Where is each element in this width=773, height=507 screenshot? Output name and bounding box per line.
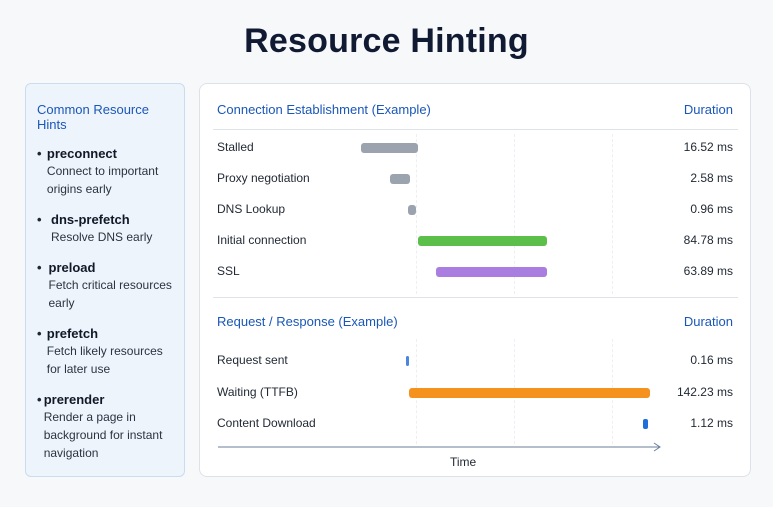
bullet-icon: • [37, 212, 42, 227]
connection-duration-header: Duration [683, 102, 733, 117]
timing-duration: 2.58 ms [690, 171, 733, 185]
time-axis [218, 442, 661, 452]
timing-duration: 1.12 ms [690, 416, 733, 430]
hint-description: Fetch critical resources early [48, 278, 172, 310]
timing-bar [643, 419, 649, 429]
hint-item: • dns-prefetch Resolve DNS early [37, 211, 174, 246]
timing-row: DNS Lookup 0.96 ms [217, 201, 733, 219]
hint-name: dns-prefetch [51, 212, 130, 227]
hint-name: preconnect [46, 146, 117, 161]
page-title: Resource Hinting [244, 22, 529, 60]
timing-bar [361, 143, 419, 153]
bullet-icon: • [37, 326, 42, 341]
timing-label: Request sent [217, 353, 288, 367]
hint-item: • prerender Render a page in background fo… [37, 391, 174, 462]
gridline [513, 134, 515, 294]
gridline [415, 134, 417, 294]
bullet-icon: • [37, 392, 42, 407]
timing-duration: 63.89 ms [683, 264, 733, 278]
timing-panel: Connection Establishment (Example) Durat… [199, 83, 751, 477]
bullet-icon: • [37, 146, 42, 161]
timing-row: SSL 63.89 ms [217, 263, 733, 281]
timing-label: DNS Lookup [217, 202, 286, 216]
timing-label: Proxy negotiation [217, 171, 310, 185]
time-axis-arrow-icon [653, 442, 661, 452]
connection-section-header: Connection Establishment (Example) Durat… [217, 102, 733, 122]
timing-bar [418, 236, 548, 246]
timing-row: Initial connection 84.78 ms [217, 232, 733, 250]
connection-divider [213, 129, 738, 130]
hints-list: • preconnect Connect to important origins … [37, 145, 174, 462]
timing-row: Request sent 0.16 ms [217, 352, 733, 370]
hint-description: Fetch likely resources for later use [46, 344, 163, 376]
hint-item: • preconnect Connect to important origins … [37, 145, 174, 198]
hint-description: Connect to important origins early [46, 164, 159, 196]
timing-duration: 0.96 ms [690, 202, 733, 216]
timing-label: Stalled [217, 140, 254, 154]
hint-name: preload [48, 260, 96, 275]
timing-bar [436, 267, 548, 277]
timing-row: Waiting (TTFB) 142.23 ms [217, 384, 733, 402]
timing-row: Proxy negotiation 2.58 ms [217, 170, 733, 188]
gridline [611, 134, 613, 294]
timing-row: Content Download 1.12 ms [217, 415, 733, 433]
timing-label: SSL [217, 264, 240, 278]
timing-bar [409, 388, 651, 398]
hint-description: Render a page in background for instant … [43, 410, 163, 460]
hint-item: • prefetch Fetch likely resources for late… [37, 325, 174, 378]
timing-bar [407, 205, 416, 215]
timing-bar [389, 174, 411, 184]
request-duration-header: Duration [683, 314, 733, 329]
request-heading: Request / Response (Example) [217, 314, 398, 329]
hint-item: • preload Fetch critical resources early [37, 259, 174, 312]
timing-duration: 142.23 ms [676, 385, 733, 399]
hint-name: prerender [43, 392, 105, 407]
request-section-header: Request / Response (Example) Duration [217, 314, 733, 334]
hints-heading: Common Resource Hints [37, 102, 149, 132]
timing-label: Initial connection [217, 233, 307, 247]
timing-label: Waiting (TTFB) [217, 385, 298, 399]
timing-bar [406, 356, 410, 366]
hint-description: Resolve DNS early [51, 230, 153, 244]
timing-duration: 84.78 ms [683, 233, 733, 247]
timing-row: Stalled 16.52 ms [217, 139, 733, 157]
timing-duration: 0.16 ms [690, 353, 733, 367]
timing-label: Content Download [217, 416, 316, 430]
bullet-icon: • [37, 260, 42, 275]
section-divider [213, 297, 738, 298]
time-axis-label: Time [450, 455, 477, 469]
hint-name: prefetch [46, 326, 99, 341]
resource-hints-panel: Common Resource Hints • preconnect Connect… [25, 83, 185, 477]
connection-heading: Connection Establishment (Example) [217, 102, 431, 117]
timing-duration: 16.52 ms [683, 140, 733, 154]
